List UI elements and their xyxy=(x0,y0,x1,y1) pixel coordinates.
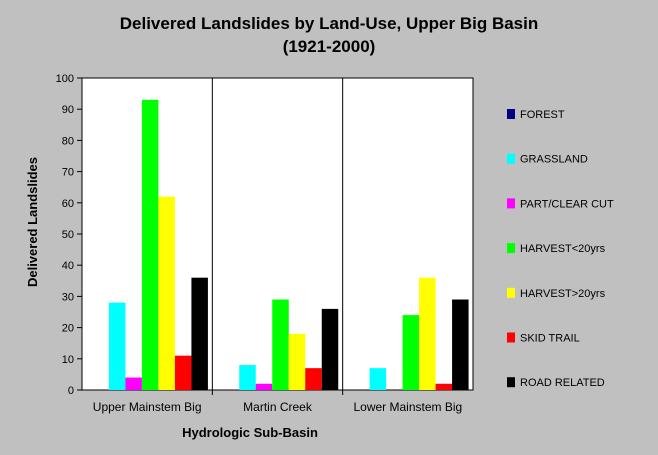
legend-label: FOREST xyxy=(520,109,565,121)
legend-label: SKID TRAIL xyxy=(520,333,580,345)
x-tick-label: Upper Mainstem Big xyxy=(93,400,202,414)
legend-label: HARVEST>20yrs xyxy=(520,288,606,300)
y-axis-label: Delivered Landslides xyxy=(25,157,40,287)
chart-title: Delivered Landslides by Land-Use, Upper … xyxy=(119,14,539,33)
legend-swatch xyxy=(507,287,515,298)
legend-label: PART/CLEAR CUT xyxy=(520,198,614,210)
bar xyxy=(288,333,306,390)
legend-label: HARVEST<20yrs xyxy=(520,243,606,255)
bar xyxy=(174,355,192,390)
bar xyxy=(452,299,469,390)
y-tick-label: 60 xyxy=(62,198,74,210)
y-tick-label: 50 xyxy=(62,229,74,241)
x-axis: Upper Mainstem Big Martin Creek Lower Main… xyxy=(93,78,462,414)
bar xyxy=(191,277,208,390)
bar xyxy=(305,368,322,390)
bar xyxy=(369,368,387,390)
legend-label: GRASSLAND xyxy=(520,154,588,166)
y-tick-label: 10 xyxy=(62,354,74,366)
y-tick-label: 80 xyxy=(62,135,74,147)
y-axis: 0 10 20 30 40 50 60 70 80 90 100 xyxy=(56,73,82,397)
bar xyxy=(272,299,289,390)
legend: FOREST GRASSLAND PART/CLEAR CUT HARVEST<20y… xyxy=(507,109,614,389)
y-tick-label: 40 xyxy=(62,260,74,272)
bar xyxy=(419,277,436,390)
bar xyxy=(141,99,159,390)
bar xyxy=(125,377,142,390)
chart-subtitle: (1921-2000) xyxy=(282,37,376,56)
legend-swatch xyxy=(507,243,515,254)
y-tick-label: 70 xyxy=(62,167,74,179)
bar xyxy=(435,383,453,390)
legend-label: ROAD RELATED xyxy=(520,377,605,389)
legend-swatch xyxy=(507,109,515,119)
bars xyxy=(108,99,469,390)
legend-swatch xyxy=(507,377,515,388)
legend-swatch xyxy=(507,332,515,343)
x-tick-label: Martin Creek xyxy=(243,400,313,414)
bar xyxy=(255,383,273,390)
legend-swatch xyxy=(507,153,515,164)
y-tick-label: 90 xyxy=(62,104,74,116)
y-tick-label: 30 xyxy=(62,291,74,303)
y-tick-label: 20 xyxy=(62,323,74,335)
bar xyxy=(239,365,256,390)
bar xyxy=(108,302,126,390)
x-tick-label: Lower Mainstem Big xyxy=(353,400,462,414)
y-tick-label: 100 xyxy=(56,73,74,85)
y-tick-label: 0 xyxy=(68,385,74,397)
legend-swatch xyxy=(507,198,515,209)
bar xyxy=(402,315,420,390)
bar xyxy=(321,308,339,390)
bar xyxy=(158,196,175,390)
x-axis-label: Hydrologic Sub-Basin xyxy=(182,425,318,440)
